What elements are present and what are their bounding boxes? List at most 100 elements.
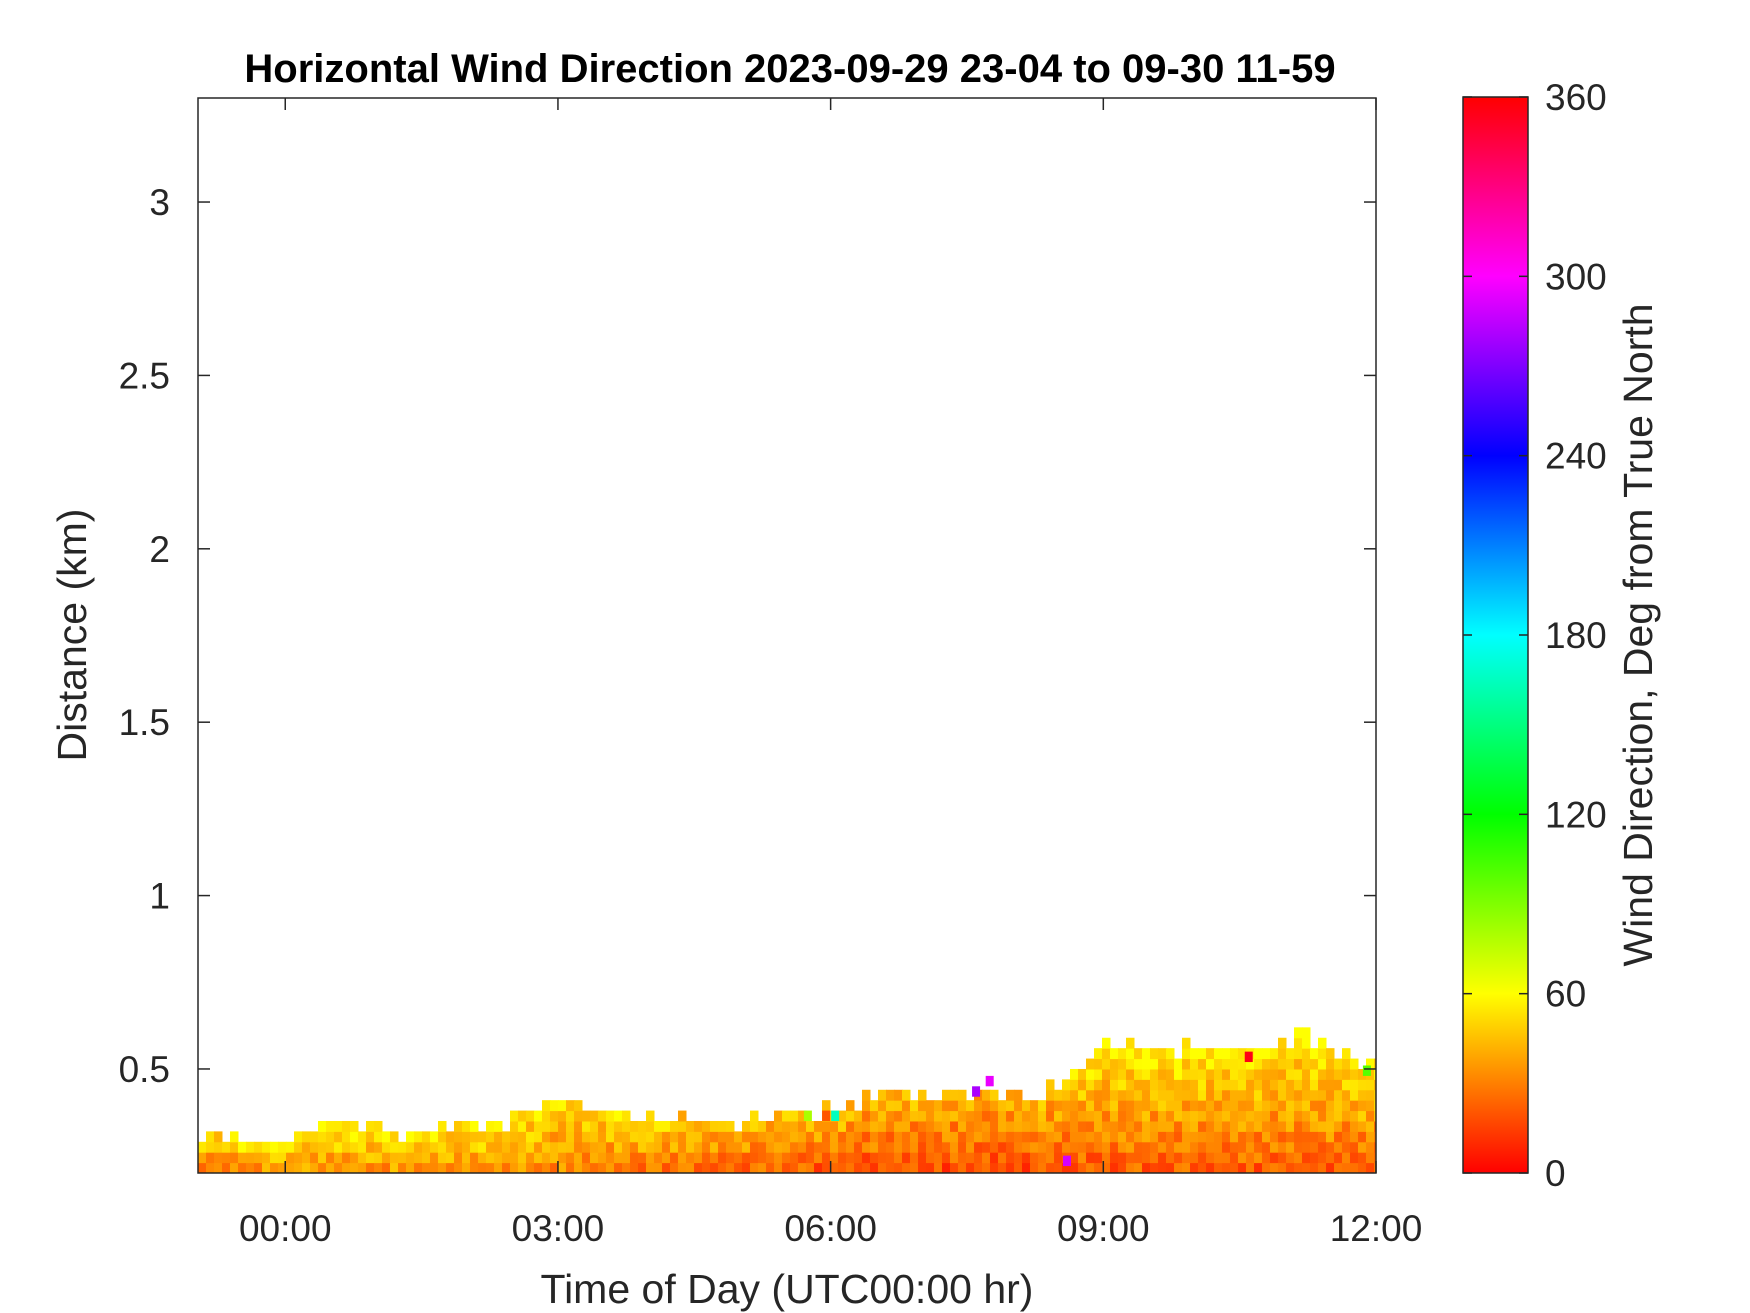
- heatmap-cell: [1302, 1120, 1311, 1132]
- heatmap-cell: [886, 1100, 895, 1112]
- heatmap-cell: [1310, 1048, 1319, 1060]
- heatmap-cell: [1134, 1079, 1143, 1091]
- heatmap-cell: [718, 1162, 727, 1173]
- heatmap-cell: [1134, 1120, 1143, 1132]
- heatmap-cell: [646, 1141, 655, 1153]
- heatmap-cell: [1174, 1152, 1183, 1164]
- heatmap-cell: [774, 1141, 783, 1153]
- plot-area: [198, 98, 1376, 1173]
- heatmap-cell: [878, 1120, 887, 1132]
- heatmap-cell: [526, 1131, 535, 1143]
- heatmap-cell: [1222, 1162, 1231, 1173]
- heatmap-cell: [446, 1141, 455, 1153]
- heatmap-cell: [1062, 1162, 1071, 1173]
- heatmap-cell: [982, 1089, 991, 1101]
- heatmap-cell: [1310, 1131, 1319, 1143]
- heatmap-cell: [510, 1152, 519, 1164]
- heatmap-cell: [1198, 1141, 1207, 1153]
- heatmap-cell: [638, 1141, 647, 1153]
- heatmap-cell: [1302, 1162, 1311, 1173]
- heatmap-cell: [934, 1131, 943, 1143]
- heatmap-cell: [1110, 1152, 1119, 1164]
- heatmap-cell: [1366, 1058, 1375, 1070]
- heatmap-cell: [526, 1120, 535, 1132]
- heatmap-cell: [1294, 1068, 1303, 1080]
- heatmap-cell: [958, 1110, 967, 1122]
- heatmap-cell: [374, 1120, 383, 1132]
- heatmap-cell: [662, 1162, 671, 1173]
- heatmap-cell: [750, 1110, 759, 1122]
- heatmap-cell: [966, 1131, 975, 1143]
- heatmap-cell: [1166, 1131, 1175, 1143]
- heatmap-cell: [1310, 1162, 1319, 1173]
- heatmap-cell: [286, 1152, 295, 1164]
- heatmap-cell: [750, 1152, 759, 1164]
- heatmap-cell: [1222, 1110, 1231, 1122]
- heatmap-cell: [1046, 1131, 1055, 1143]
- heatmap-cell: [790, 1120, 799, 1132]
- heatmap-cell: [1110, 1131, 1119, 1143]
- heatmap-cell: [1358, 1131, 1367, 1143]
- heatmap-cell: [902, 1152, 911, 1164]
- heatmap-cell: [230, 1131, 239, 1143]
- heatmap-cell: [1254, 1100, 1263, 1112]
- heatmap-cell: [342, 1162, 351, 1173]
- heatmap-cell: [894, 1089, 903, 1101]
- heatmap-cell: [1070, 1110, 1079, 1122]
- heatmap-cell: [214, 1152, 223, 1164]
- heatmap-cell: [1198, 1048, 1207, 1060]
- heatmap-cell: [1158, 1131, 1167, 1143]
- heatmap-cell: [614, 1110, 623, 1122]
- heatmap-cell: [1342, 1058, 1351, 1070]
- y-tick-label: 2.5: [119, 355, 170, 396]
- heatmap-cell: [1262, 1100, 1271, 1112]
- heatmap-cell: [1358, 1100, 1367, 1112]
- heatmap-cell: [406, 1141, 415, 1153]
- heatmap-cell: [518, 1141, 527, 1153]
- heatmap-cell: [830, 1152, 839, 1164]
- heatmap-cell: [206, 1152, 215, 1164]
- heatmap-cell: [638, 1162, 647, 1173]
- heatmap-cell: [950, 1152, 959, 1164]
- heatmap-cell: [1230, 1058, 1239, 1070]
- heatmap-cell: [1326, 1048, 1335, 1060]
- plot-frame: [197, 97, 1377, 1174]
- heatmap-cell: [654, 1120, 663, 1132]
- heatmap-cell: [1214, 1089, 1223, 1101]
- heatmap-cell: [1022, 1110, 1031, 1122]
- heatmap-cell: [1214, 1162, 1223, 1173]
- x-tick-label: 06:00: [784, 1208, 877, 1249]
- heatmap-cell: [1070, 1100, 1079, 1112]
- heatmap-cell: [1190, 1110, 1199, 1122]
- heatmap-cell: [702, 1162, 711, 1173]
- heatmap-cell: [462, 1120, 471, 1132]
- heatmap-cell: [422, 1141, 431, 1153]
- heatmap-cell: [718, 1152, 727, 1164]
- heatmap-cell: [1366, 1152, 1375, 1164]
- heatmap-cell: [1094, 1079, 1103, 1091]
- heatmap-cell: [558, 1152, 567, 1164]
- heatmap-cell: [1254, 1079, 1263, 1091]
- heatmap-cell: [1374, 1162, 1376, 1173]
- heatmap-cell: [718, 1141, 727, 1153]
- heatmap-cell: [1174, 1110, 1183, 1122]
- heatmap-cell: [478, 1141, 487, 1153]
- heatmap-cell: [1118, 1141, 1127, 1153]
- heatmap-cell: [1238, 1131, 1247, 1143]
- heatmap-cell: [1078, 1120, 1087, 1132]
- heatmap-cell: [1102, 1048, 1111, 1060]
- heatmap-cell: [1126, 1152, 1135, 1164]
- heatmap-cell: [614, 1141, 623, 1153]
- heatmap-cell: [382, 1162, 391, 1173]
- heatmap-cell: [502, 1162, 511, 1173]
- heatmap-cell: [470, 1120, 479, 1132]
- heatmap-cell: [350, 1152, 359, 1164]
- heatmap-cell: [878, 1162, 887, 1173]
- heatmap-cell: [1366, 1089, 1375, 1101]
- heatmap-cell: [870, 1100, 879, 1112]
- heatmap-cell: [358, 1141, 367, 1153]
- heatmap-cell: [1366, 1110, 1375, 1122]
- heatmap-cell: [1286, 1131, 1295, 1143]
- heatmap-cell: [1358, 1110, 1367, 1122]
